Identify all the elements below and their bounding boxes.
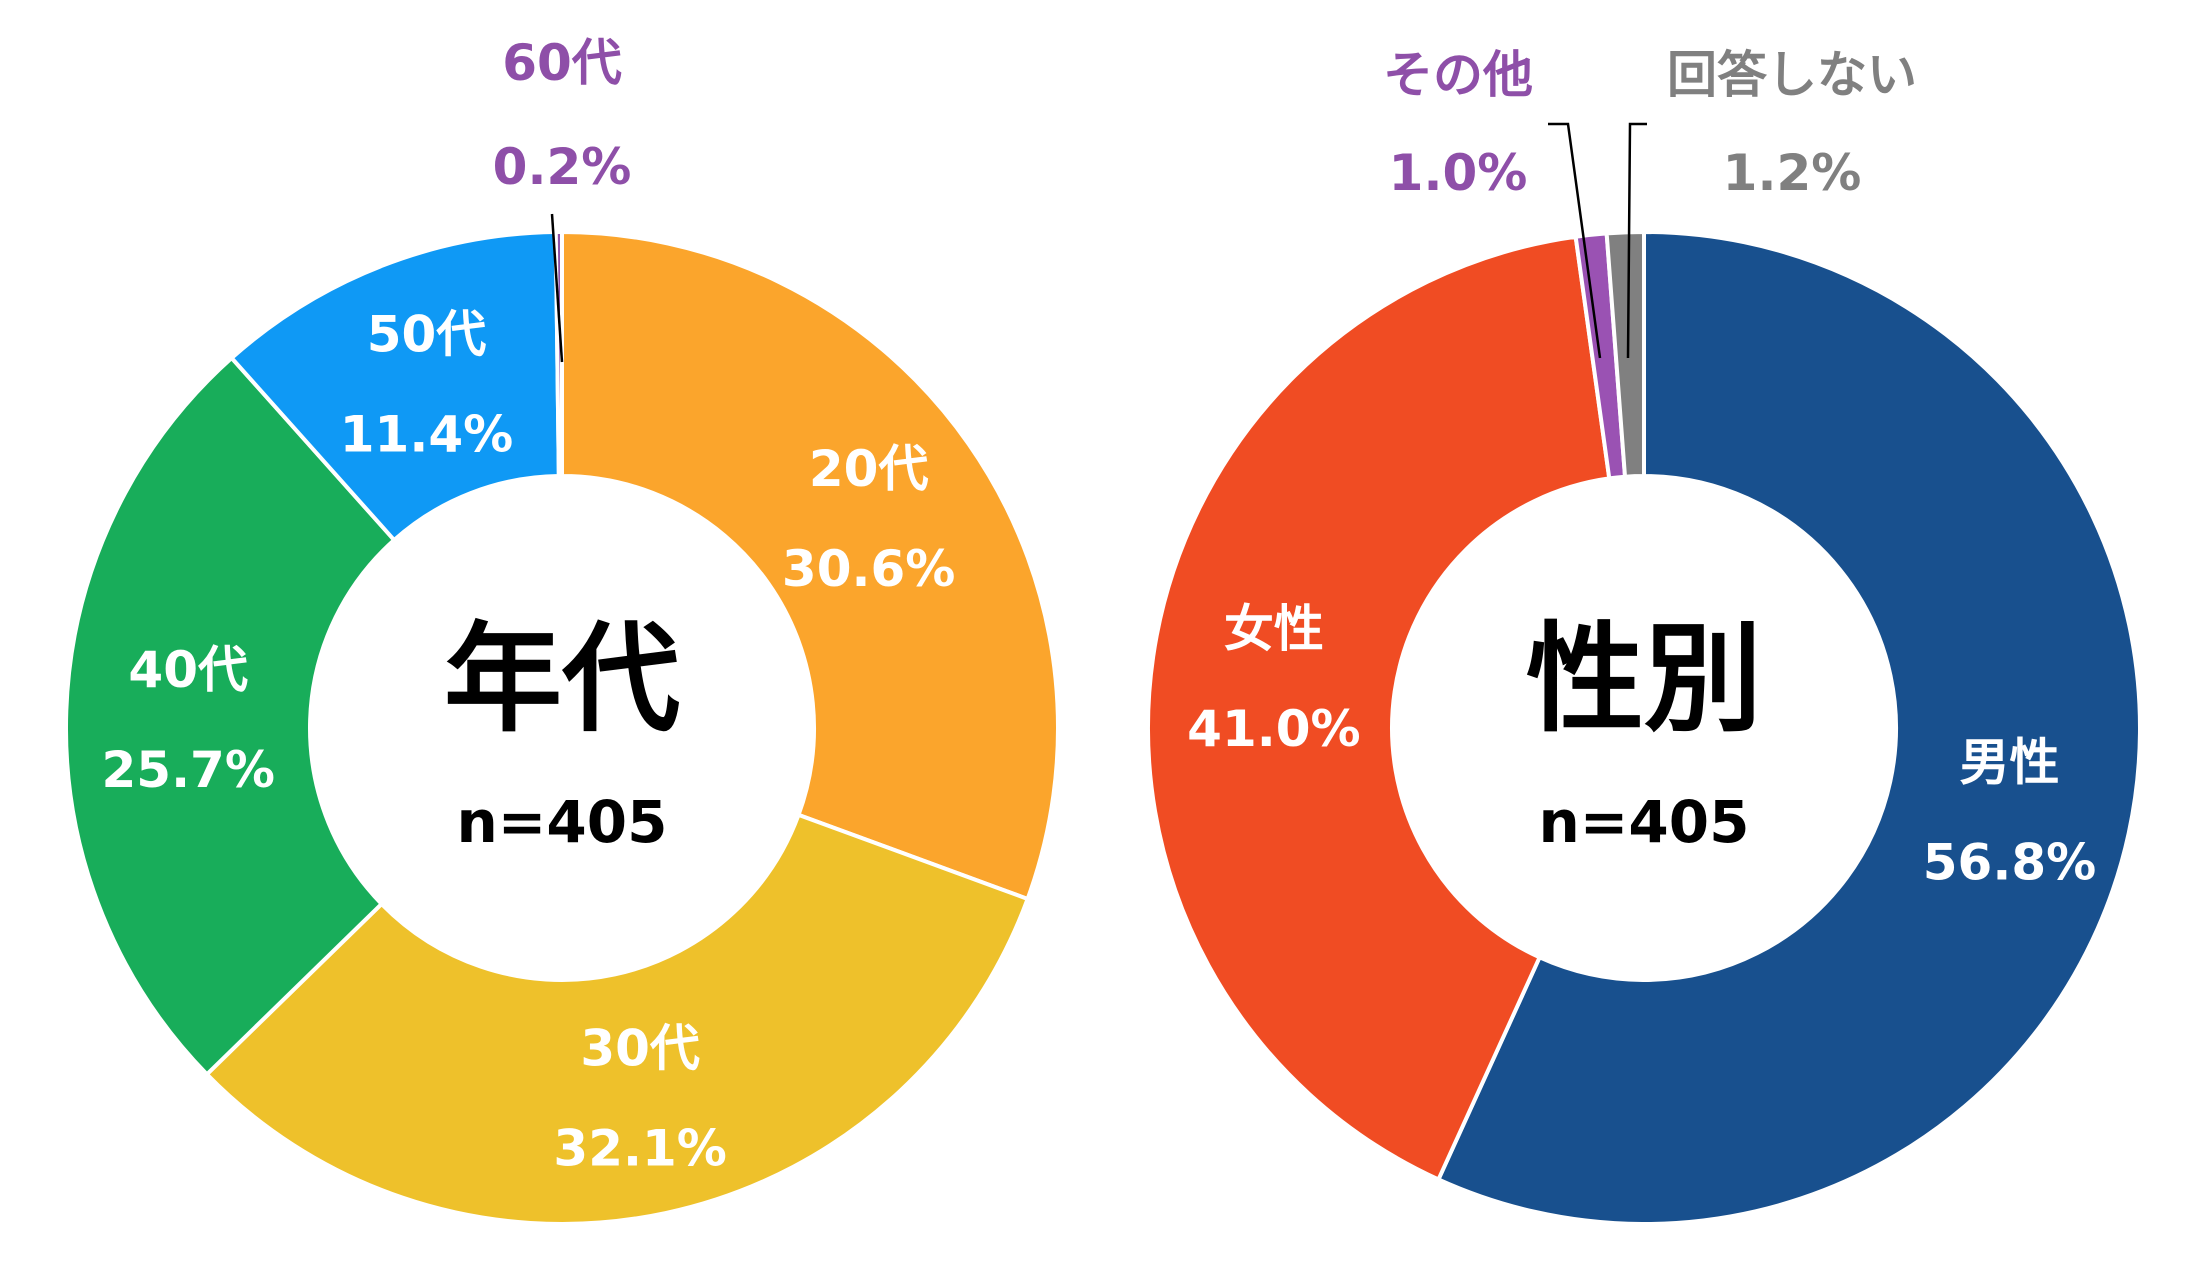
gender-label-male: 男性 (1959, 733, 2059, 791)
gender-donut-chart: 男性 56.8% 女性 41.0% その他 1.0% 回答しない 1.2% 性別 n=405 (1146, 46, 2142, 1226)
gender-slice-no_answer (1604, 230, 1646, 479)
gender-value-other: 1.0% (1389, 144, 1528, 202)
age-slice-age_30s (204, 812, 1030, 1226)
age-sample-size: n=405 (457, 788, 668, 856)
gender-value-male: 56.8% (1923, 833, 2096, 891)
gender-slice-labels: 男性 56.8% 女性 41.0% その他 1.0% 回答しない 1.2% (1187, 46, 2096, 891)
age-donut-chart: 20代30.6%30代32.1%40代25.7%50代11.4%60代0.2% … (64, 34, 1060, 1226)
age-label-age_40s: 40代 (128, 641, 248, 699)
gender-leader-no_answer (1626, 122, 1647, 359)
age-value-age_20s: 30.6% (782, 540, 955, 598)
age-label-age_30s: 30代 (580, 1020, 700, 1078)
gender-value-female: 41.0% (1187, 700, 1360, 758)
gender-chart-title: 性別 (1526, 610, 1762, 748)
age-label-age_50s: 50代 (367, 305, 487, 363)
age-label-age_20s: 20代 (809, 440, 929, 498)
age-value-age_40s: 25.7% (101, 741, 274, 799)
gender-label-no_answer: 回答しない (1667, 46, 1917, 104)
gender-leader-other (1548, 122, 1602, 359)
age-slice-labels: 20代 30.6% 30代 32.1% 40代 25.7% 50代 11.4% 60代 0.2% (101, 34, 955, 1178)
age-leader-lines (550, 213, 564, 363)
gender-value-no_answer: 1.2% (1723, 144, 1862, 202)
age-donut-slices (64, 229, 1060, 1226)
age-value-age_30s: 32.1% (553, 1120, 726, 1178)
age-slice-age_50s (229, 230, 561, 543)
gender-label-other: その他 (1383, 46, 1533, 104)
gender-sample-size: n=405 (1539, 788, 1750, 856)
gender-leader-lines (1548, 122, 1647, 359)
gender-slice-female (1146, 234, 1612, 1182)
age-value-age_60s: 0.2% (493, 138, 632, 196)
gender-slice-male (1436, 230, 2142, 1226)
age-slice-age_40s (64, 356, 397, 1077)
age-leader-age_60s (550, 213, 564, 363)
age-slice-age_20s (560, 230, 1060, 901)
age-label-age_60s: 60代 (502, 34, 622, 92)
gender-label-female: 女性 (1224, 600, 1324, 658)
age-chart-title: 年代 (444, 610, 680, 748)
age-value-age_50s: 11.4% (340, 405, 513, 463)
